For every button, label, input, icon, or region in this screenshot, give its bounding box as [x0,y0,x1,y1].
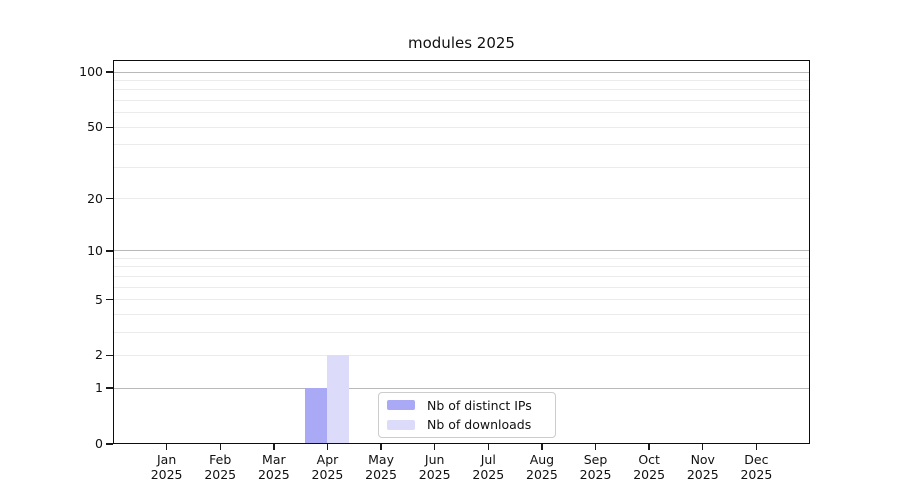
x-tick-month: Feb [209,452,232,467]
x-tick-label: Jul 2025 [456,452,520,482]
x-tick-year: 2025 [740,467,773,482]
y-gridline-major [113,250,810,252]
x-tick-year: 2025 [150,467,183,482]
x-tick-year: 2025 [526,467,558,482]
legend-swatch-downloads [387,419,415,430]
y-gridline-minor [113,126,810,128]
x-tick-label: Aug 2025 [510,452,574,482]
x-tick-label: Apr 2025 [295,452,359,482]
y-gridline-minor [113,275,810,277]
x-tick-mark [755,444,758,450]
x-tick-mark [165,444,168,450]
x-tick-year: 2025 [579,467,612,482]
y-gridline-minor [113,266,810,268]
legend-row-distinct-ips: Nb of distinct IPs [387,398,555,413]
y-tick-mark [106,198,113,200]
y-tick-label: 1 [95,380,103,396]
y-gridline-minor [113,89,810,91]
y-tick-label: 0 [95,436,103,451]
x-tick-year: 2025 [365,467,397,482]
y-tick-label: 5 [95,291,103,307]
x-tick-label: Oct 2025 [617,452,681,482]
x-tick-month: Jul [480,452,496,467]
y-gridline-minor [113,198,810,200]
y-tick-mark [106,387,113,389]
y-tick-mark [106,126,113,128]
x-tick-year: 2025 [257,467,290,482]
y-tick-label: 100 [79,64,103,80]
y-tick-label: 2 [95,347,103,363]
chart-title: modules 2025 [408,34,515,52]
bar-distinct-ips [305,388,328,444]
y-gridline-minor [113,80,810,82]
legend: Nb of distinct IPs Nb of downloads [378,392,556,438]
x-tick-label: Feb 2025 [188,452,252,482]
x-tick-label: Jan 2025 [135,452,199,482]
y-gridline-minor [113,313,810,315]
x-tick-year: 2025 [472,467,505,482]
x-tick-mark [541,444,543,450]
y-gridline-minor [113,286,810,288]
legend-label-distinct-ips: Nb of distinct IPs [427,397,532,413]
x-tick-year: 2025 [311,467,344,482]
x-tick-mark [326,444,329,450]
y-gridline-minor [113,100,810,102]
x-tick-month: Dec [744,452,769,467]
x-tick-mark [219,444,221,450]
x-tick-year: 2025 [686,467,719,482]
y-gridline-minor [113,331,810,333]
y-tick-mark [106,354,113,357]
legend-row-downloads: Nb of downloads [387,417,555,432]
x-tick-mark [594,444,597,450]
x-tick-year: 2025 [418,467,451,482]
x-tick-label: Nov 2025 [671,452,735,482]
y-tick-label: 10 [87,242,103,258]
y-tick-mark [106,443,113,445]
x-tick-label: Sep 2025 [564,452,628,482]
plot-area [113,60,810,444]
x-tick-label: Mar 2025 [242,452,306,482]
y-tick-mark [106,71,113,73]
x-tick-month: May [368,452,394,467]
y-tick-mark [106,298,113,301]
y-gridline-minor [113,354,810,356]
y-gridline-minor [113,258,810,259]
y-gridline-major [113,387,810,389]
x-tick-year: 2025 [204,467,237,482]
legend-label-downloads: Nb of downloads [427,417,532,433]
y-gridline-minor [113,166,810,168]
x-tick-mark [648,444,650,450]
y-tick-label: 20 [87,190,103,206]
x-tick-month: Oct [638,452,660,467]
x-tick-month: Jan [156,452,177,467]
x-tick-month: Sep [583,452,608,467]
x-tick-month: Jun [424,452,445,467]
y-gridline-major [113,71,810,73]
y-tick-mark [106,250,113,252]
x-tick-year: 2025 [633,467,666,482]
y-tick-label: 50 [87,119,103,135]
x-tick-label: Dec 2025 [724,452,788,482]
x-tick-month: Aug [529,452,555,467]
x-tick-mark [380,444,382,450]
x-tick-month: Mar [262,452,286,467]
bar-downloads [327,355,350,444]
x-tick-label: Jun 2025 [403,452,467,482]
y-gridline-minor [113,299,810,301]
x-tick-mark [487,444,489,450]
x-tick-month: Apr [316,452,339,467]
x-tick-mark [273,444,275,450]
x-tick-mark [433,444,436,450]
x-tick-month: Nov [690,452,715,467]
x-tick-mark [702,444,704,450]
x-tick-label: May 2025 [349,452,413,482]
y-gridline-minor [113,144,810,146]
y-gridline-minor [113,112,810,114]
legend-swatch-distinct-ips [387,400,415,411]
